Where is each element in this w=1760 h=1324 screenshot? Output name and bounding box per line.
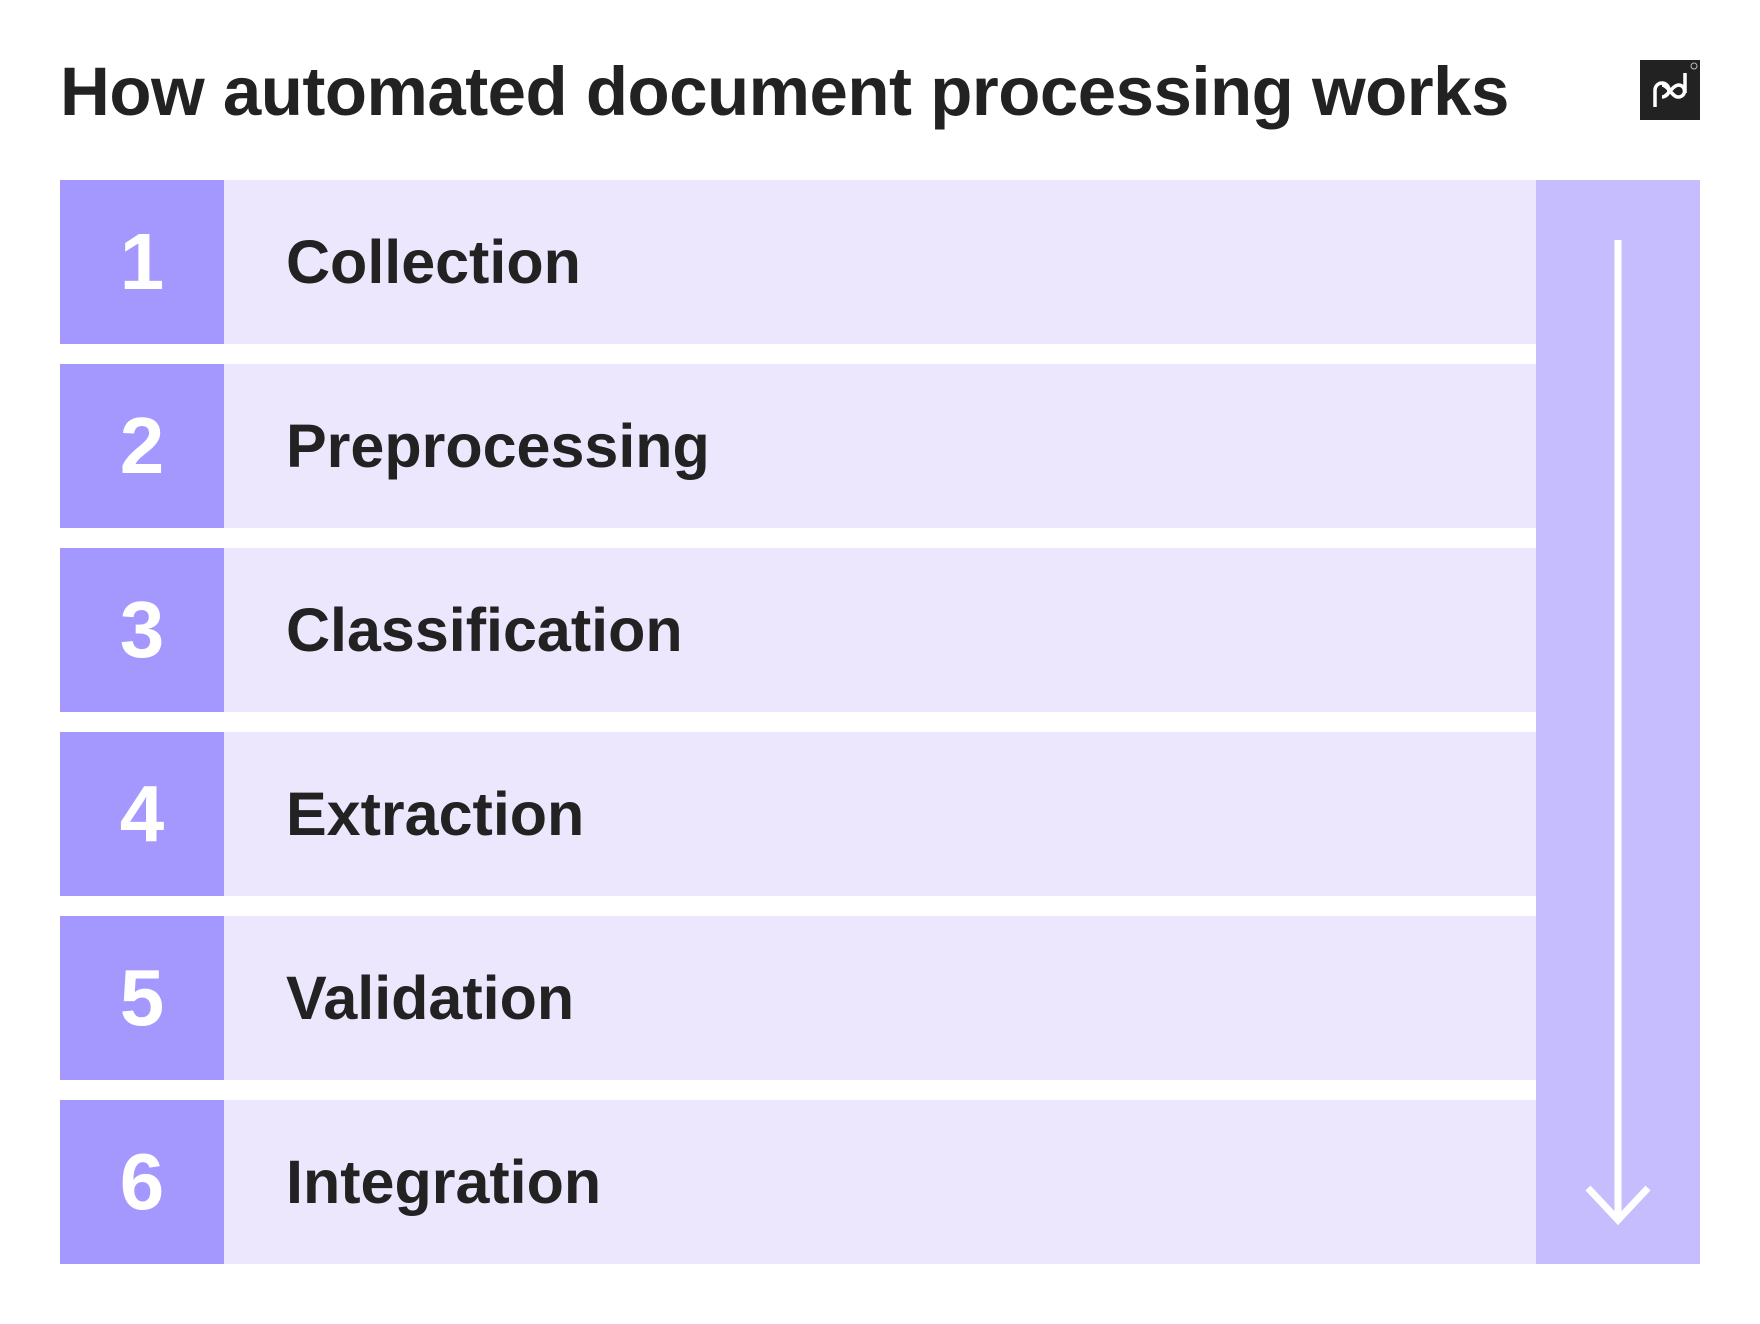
step-row: 4 Extraction — [60, 732, 1536, 896]
step-number: 6 — [60, 1100, 224, 1264]
step-label: Validation — [286, 964, 575, 1032]
step-label: Classification — [286, 596, 683, 664]
step-row: 2 Preprocessing — [60, 364, 1536, 528]
step-number: 1 — [60, 180, 224, 344]
flow-direction-rail — [1536, 180, 1700, 1264]
step-label: Collection — [286, 228, 581, 296]
step-number: 5 — [60, 916, 224, 1080]
step-label: Preprocessing — [286, 412, 710, 480]
step-row: 6 Integration — [60, 1100, 1536, 1264]
step-number: 4 — [60, 732, 224, 896]
page-title: How automated document processing works — [60, 53, 1509, 130]
step-number: 2 — [60, 364, 224, 528]
step-row: 5 Validation — [60, 916, 1536, 1080]
pd-logo-icon — [1640, 60, 1700, 120]
step-row: 3 Classification — [60, 548, 1536, 712]
step-label: Integration — [286, 1148, 602, 1216]
step-number: 3 — [60, 548, 224, 712]
step-row: 1 Collection — [60, 180, 1536, 344]
step-label: Extraction — [286, 780, 585, 848]
down-arrow-icon — [1585, 240, 1651, 1226]
